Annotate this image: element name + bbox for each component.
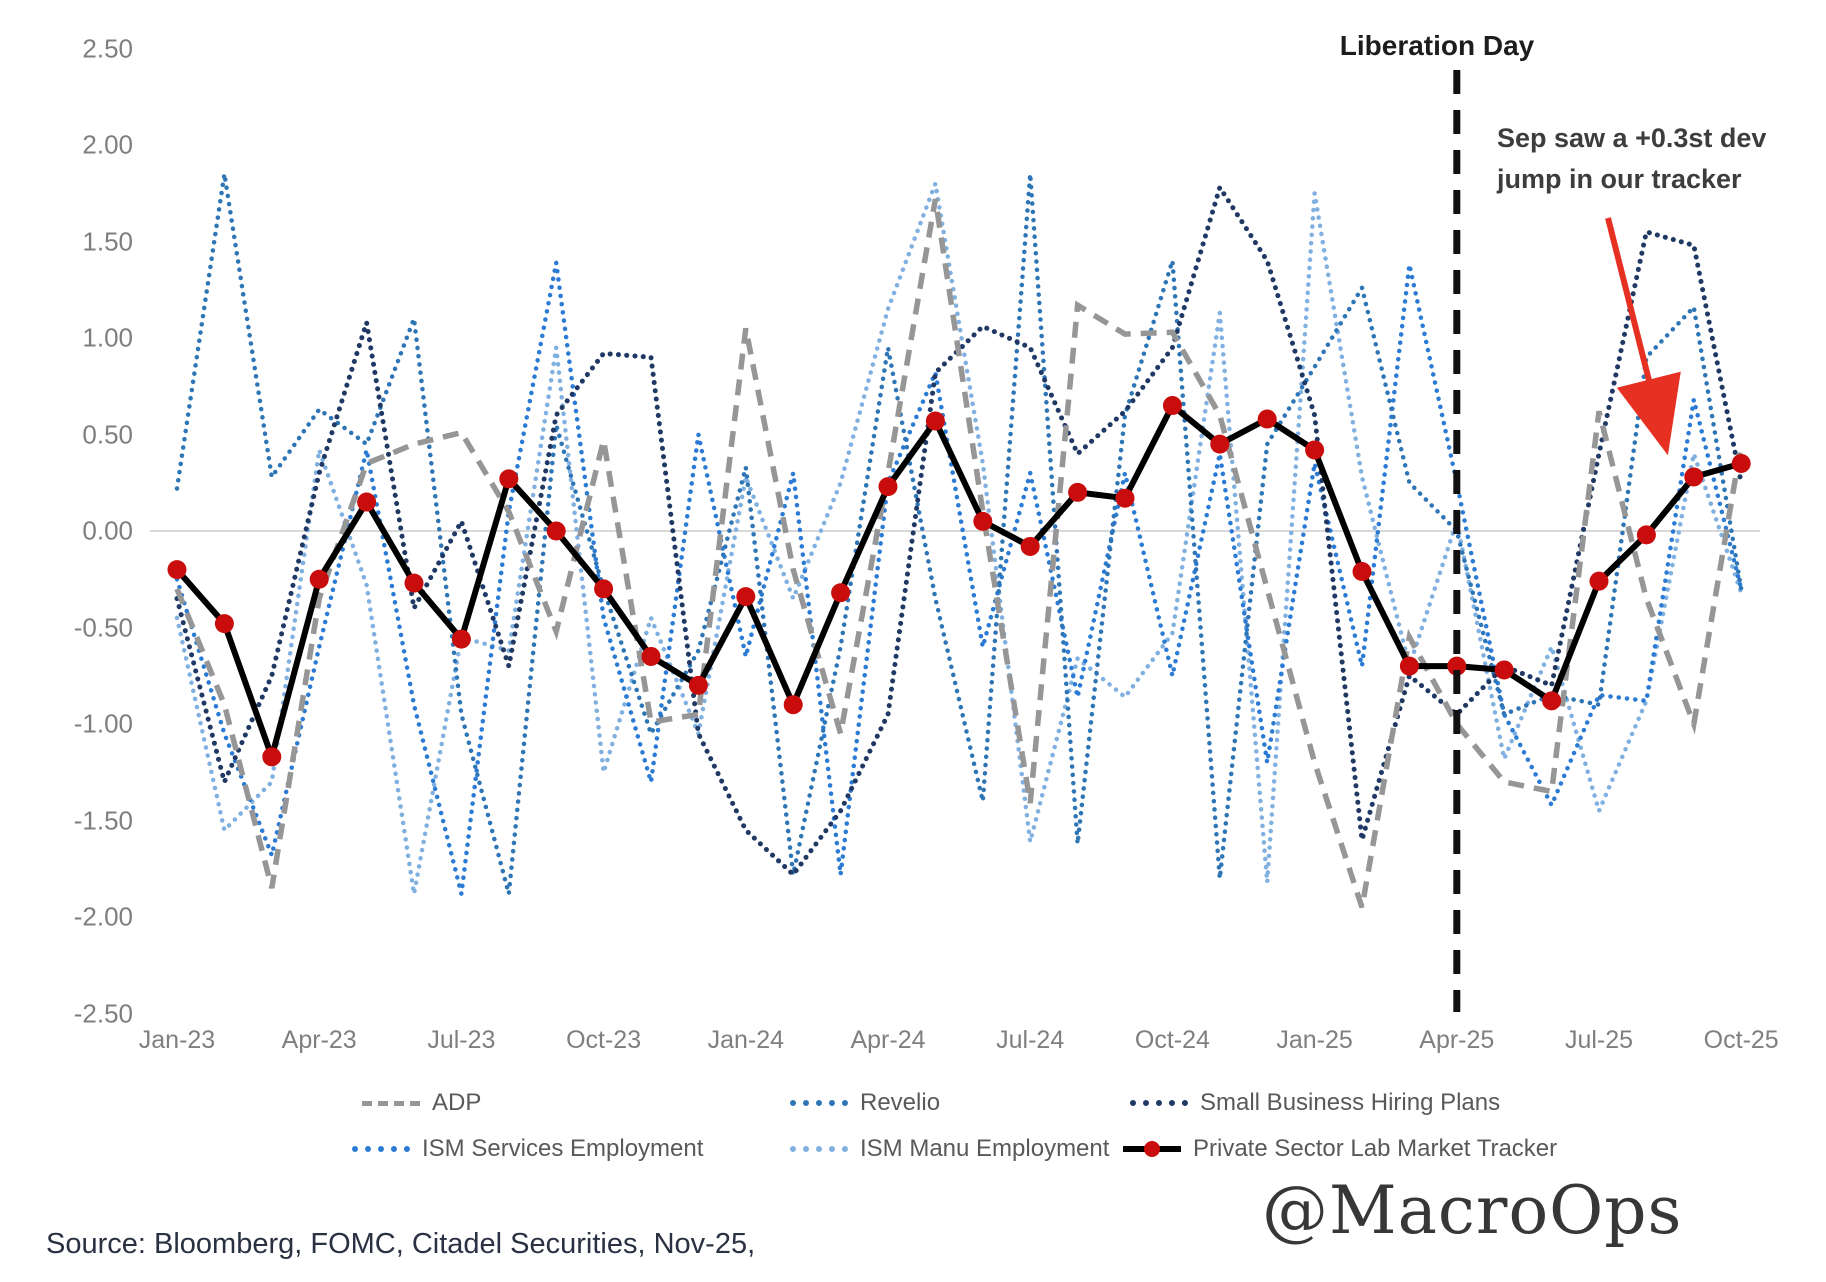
legend-label-ism-manu: ISM Manu Employment [860,1135,1110,1162]
tracker-marker-Aug-25 [1636,525,1656,545]
tracker-marker-Feb-25 [1352,562,1372,582]
tracker-solid-line-red-marker-swatch-icon [1123,1141,1181,1157]
tracker-marker-Jul-23 [451,629,471,649]
x-tick-label-Apr-23: Apr-23 [281,1026,357,1054]
tracker-marker-Jan-24 [736,587,756,607]
x-tick-label-Jul-25: Jul-25 [1564,1026,1634,1054]
legend-label-ism-services: ISM Services Employment [422,1135,704,1162]
series-lines-layer [167,171,1751,909]
small-business-dotted-line-swatch-icon [1130,1100,1188,1106]
annotation-line-2: jump in our tracker [1497,163,1742,194]
tracker-marker-Feb-23 [214,614,234,634]
tracker-marker-Oct-25 [1731,453,1751,473]
tracker-marker-Mar-25 [1399,656,1419,676]
x-tick-label-Jan-24: Jan-24 [707,1026,785,1054]
legend-item-adp: ADP [362,1089,482,1116]
tracker-marker-Jul-25 [1589,571,1609,591]
annotation-layer [1453,70,1681,1012]
tracker-marker-Jan-25 [1305,440,1325,460]
legend-item-ism-services: ISM Services Employment [352,1135,704,1162]
x-tick-label-Jan-23: Jan-23 [138,1026,216,1054]
tracker-marker-Mar-23 [262,747,282,767]
x-tick-label-Jul-23: Jul-23 [427,1026,496,1054]
tracker-marker-Oct-23 [594,579,614,599]
legend-label-revelio: Revelio [860,1089,941,1116]
tracker-marker-Nov-24 [1210,434,1230,454]
tracker-marker-Apr-24 [878,477,898,497]
tracker-marker-Apr-23 [309,569,329,589]
legend-item-tracker: Private Sector Lab Market Tracker [1123,1135,1558,1162]
macroops-watermark: @MacroOps [1262,1172,1683,1249]
y-tick-label-0.50: 0.50 [82,419,133,449]
tracker-marker-Jan-23 [167,560,187,580]
x-tick-label-Jan-25: Jan-25 [1276,1026,1353,1054]
tracker-marker-Jun-24 [973,511,993,531]
legend-item-small-business: Small Business Hiring Plans [1130,1089,1501,1116]
tracker-marker-Sep-24 [1115,488,1135,508]
series-ism_manu [174,181,1744,897]
y-tick-label--1.50: -1.50 [73,805,133,835]
series-tracker [167,396,1751,767]
series-small_business [174,184,1744,878]
tracker-marker-Feb-24 [783,695,803,715]
y-tick-label-0.00: 0.00 [82,515,133,546]
ism-services-dotted-line-swatch-icon [352,1146,410,1152]
tracker-marker-Jul-24 [1020,536,1040,556]
annotation-line-1: Sep saw a +0.3st dev [1497,123,1767,153]
x-tick-label-Apr-25: Apr-25 [1419,1026,1495,1054]
tracker-jump-annotation: Sep saw a +0.3st dev jump in our tracker [1497,118,1766,199]
tracker-marker-Apr-25 [1447,656,1467,676]
x-tick-label-Oct-23: Oct-23 [566,1026,642,1054]
tracker-marker-Aug-23 [499,469,519,489]
x-tick-label-Oct-24: Oct-24 [1134,1026,1210,1054]
ism-manu-dotted-line-swatch-icon [790,1146,848,1152]
tracker-marker-Dec-23 [688,675,708,695]
y-tick-label-1.50: 1.50 [82,226,133,256]
x-tick-label-Oct-25: Oct-25 [1703,1026,1779,1054]
tracker-marker-Mar-24 [831,583,851,603]
y-tick-label--1.00: -1.00 [73,708,133,739]
red-arrow-to-sep-25-icon [1605,217,1681,456]
tracker-marker-Nov-23 [641,646,661,666]
legend-label-small-business: Small Business Hiring Plans [1200,1089,1501,1116]
y-tick-label--2.00: -2.00 [73,901,133,932]
legend-item-ism-manu: ISM Manu Employment [790,1135,1110,1162]
tracker-marker-Sep-25 [1684,467,1704,487]
y-tick-label--2.50: -2.50 [73,998,133,1028]
legend-label-adp: ADP [432,1089,482,1116]
y-tick-label-1.00: 1.00 [82,322,133,353]
liberation-day-label: Liberation Day [1339,30,1535,61]
series-adp [174,198,1744,909]
legend-label-tracker: Private Sector Lab Market Tracker [1193,1135,1558,1162]
revelio-dotted-line-swatch-icon [790,1100,848,1106]
series-revelio [174,171,1744,897]
legend-item-revelio: Revelio [790,1089,941,1116]
tracker-marker-Oct-24 [1162,396,1182,416]
tracker-marker-Aug-24 [1068,482,1088,502]
tracker-marker-Sep-23 [546,521,566,541]
tracker-marker-May-23 [357,492,377,512]
tracker-marker-Dec-24 [1257,409,1277,429]
y-tick-label--0.50: -0.50 [73,612,133,642]
x-tick-label-Jul-24: Jul-24 [996,1026,1065,1054]
tracker-marker-Jun-23 [404,573,424,593]
x-tick-label-Apr-24: Apr-24 [850,1026,926,1054]
tracker-marker-Jun-25 [1542,691,1562,711]
source-attribution: Source: Bloomberg, FOMC, Citadel Securit… [46,1228,756,1260]
tracker-marker-May-25 [1494,660,1514,680]
adp-dashed-line-swatch-icon [362,1100,420,1106]
y-tick-label-2.50: 2.50 [82,33,133,63]
tracker-marker-May-24 [925,411,945,431]
y-tick-label-2.00: 2.00 [82,129,133,160]
